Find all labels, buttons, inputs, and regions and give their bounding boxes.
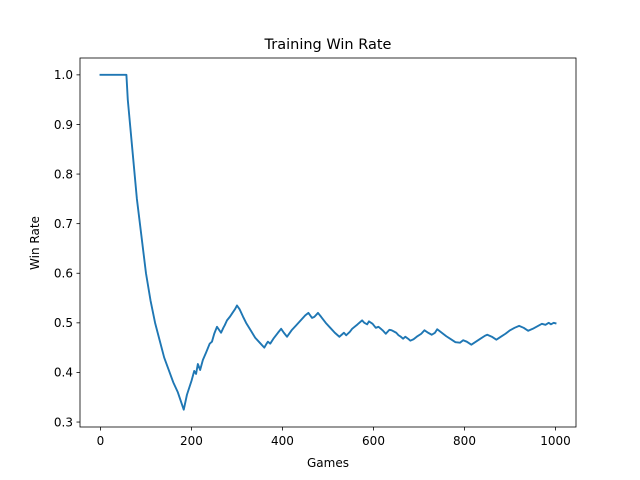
y-tick-label: 0.8	[54, 167, 73, 181]
x-tick-label: 0	[97, 434, 105, 448]
x-tick-label: 400	[271, 434, 294, 448]
y-tick-label: 0.3	[54, 415, 73, 429]
y-axis: 0.3 0.4 0.5 0.6 0.7 0.8 0.9 1.0	[54, 68, 80, 429]
axes-frame	[79, 57, 577, 428]
x-tick-label: 200	[180, 434, 203, 448]
y-tick-label: 1.0	[54, 68, 73, 82]
x-tick-label: 600	[362, 434, 385, 448]
y-tick-label: 0.4	[54, 366, 73, 380]
x-tick-label: 800	[453, 434, 476, 448]
y-tick-label: 0.6	[54, 267, 73, 281]
x-axis: 0 200 400 600 800 1000	[97, 427, 571, 448]
y-axis-label: Win Rate	[28, 216, 42, 270]
win-rate-series-line	[99, 73, 557, 411]
y-tick-label: 0.5	[54, 316, 73, 330]
chart-title: Training Win Rate	[264, 37, 392, 53]
x-axis-label: Games	[307, 456, 349, 470]
x-tick-label: 1000	[540, 434, 571, 448]
y-tick-label: 0.7	[54, 217, 73, 231]
y-tick-label: 0.9	[54, 118, 73, 132]
plot-area	[99, 73, 557, 411]
